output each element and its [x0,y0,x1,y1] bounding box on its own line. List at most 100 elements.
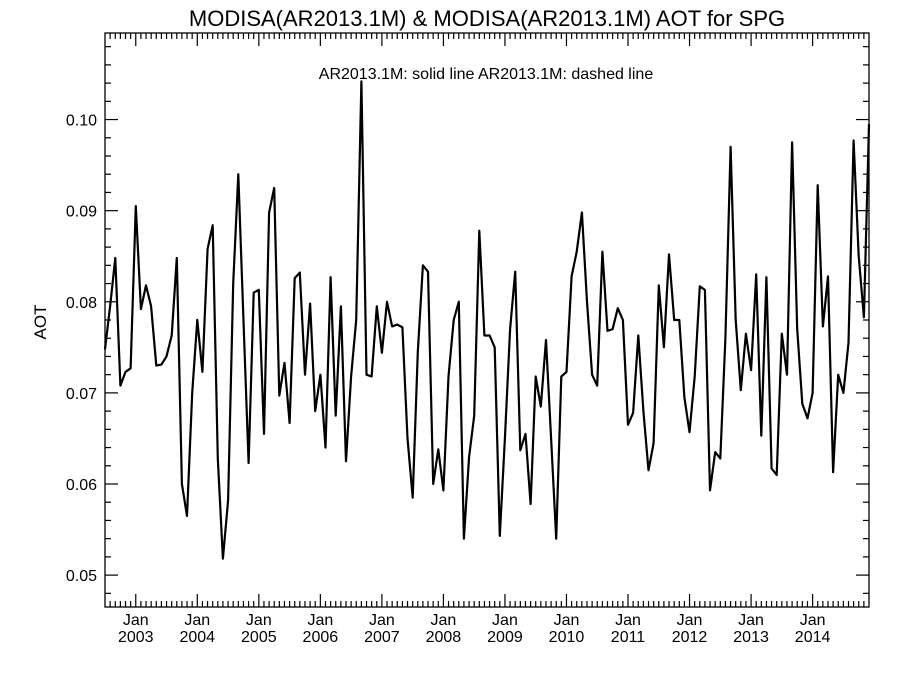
data-point [647,469,650,471]
x-tick-label-month: Jan [431,612,457,629]
data-point [617,307,619,309]
data-point [165,355,168,358]
x-tick-label-year: 2003 [118,629,154,646]
data-point [822,325,824,327]
data-point [627,424,629,426]
x-tick-label-year: 2011 [611,629,646,646]
data-point [273,187,275,189]
data-point [545,339,547,341]
data-point [247,462,250,464]
data-point [488,334,491,337]
y-tick-label: 0.07 [66,386,97,403]
data-point [858,255,860,257]
data-point [232,282,234,285]
x-tick-label-year: 2006 [303,629,339,646]
data-point [268,211,270,214]
data-point [206,248,209,250]
data-point [104,348,106,350]
data-point [817,184,819,186]
data-point [422,264,424,266]
data-point [571,275,573,277]
x-tick-label-year: 2010 [549,629,585,646]
data-point [524,433,527,435]
data-point [658,284,660,286]
data-point [673,319,675,321]
x-tick-label-month: Jan [738,612,764,629]
data-point [694,375,696,378]
data-point [632,412,634,414]
data-point [314,410,316,412]
data-point [412,497,414,499]
data-point [591,374,593,376]
data-point [719,457,721,460]
data-point [653,442,655,444]
data-point [381,352,383,354]
data-point [335,415,337,417]
data-point [765,276,768,278]
series-line-solid [103,80,871,560]
data-point [365,374,368,376]
data-point [278,395,280,397]
data-point [463,538,465,540]
x-tick-label-month: Jan [677,612,703,629]
data-point [432,483,434,485]
data-point [191,392,193,394]
data-point [258,289,260,291]
data-point [319,374,321,376]
data-point [781,333,783,335]
data-point [709,489,711,491]
data-point [791,141,793,143]
data-point [735,319,737,321]
data-point [776,474,778,476]
data-point [135,205,137,207]
data-point [535,375,537,378]
data-point [330,276,332,278]
x-tick-label-month: Jan [800,612,826,629]
data-point [750,369,752,371]
data-point [483,334,486,337]
x-axis: Jan2003Jan2004Jan2005Jan2006Jan2007Jan20… [109,33,865,646]
data-point [391,325,393,327]
data-point [217,457,219,460]
data-point [309,303,311,305]
data-point [576,251,578,253]
data-point [853,139,855,142]
data-point [212,224,214,226]
data-point [186,515,188,517]
data-point [371,375,373,378]
data-point [109,305,111,307]
data-point [514,271,516,273]
data-point [237,173,239,175]
data-point [683,396,686,399]
data-point [519,449,521,451]
data-point [427,271,429,273]
data-point [324,446,327,449]
data-point [678,319,680,321]
data-point [345,460,347,462]
x-tick-label-year: 2008 [426,629,462,646]
data-point [755,273,757,276]
data-point [847,342,850,344]
line-style-annotation: AR2013.1M: solid line AR2013.1M: dashed … [319,66,654,83]
data-point [181,483,183,485]
data-point [453,319,455,321]
data-point [253,292,255,294]
data-point [770,467,773,470]
data-point [811,392,814,394]
data-point [155,364,157,367]
data-point [171,334,173,337]
data-point [745,333,747,335]
data-point [288,422,291,424]
data-point [242,317,245,319]
data-point [499,535,501,537]
data-point [124,371,127,373]
data-point [196,319,198,321]
x-tick-label-month: Jan [184,612,210,629]
data-point [806,417,809,419]
data-point [529,503,532,505]
data-point [714,451,716,453]
x-tick-label-year: 2004 [179,629,215,646]
x-tick-label-month: Jan [307,612,333,629]
x-tick-label-year: 2012 [672,629,708,646]
